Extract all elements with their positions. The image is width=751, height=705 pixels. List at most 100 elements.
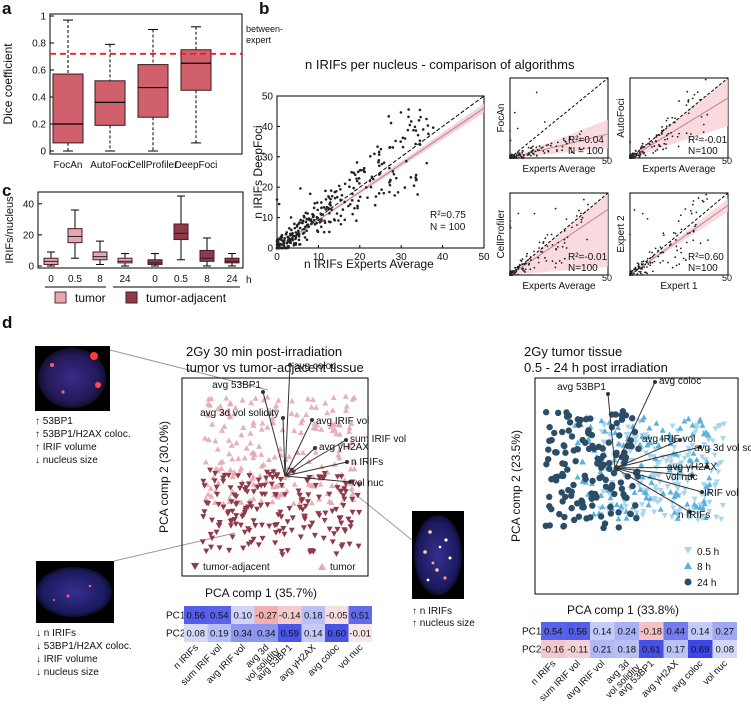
pca-left-point-adjacent [334,474,341,480]
small-scatter-point [521,263,524,265]
pca-right-point-05h [644,487,651,494]
pca-left-point-adjacent [300,525,307,531]
panel-b-point [305,217,309,221]
pca-right-point-24h [617,479,625,486]
pca-right-point-8h [677,468,684,474]
small-scatter-point [542,150,545,152]
small-scatter-point [528,262,531,265]
small-scatter-point [659,246,662,249]
small-scatter-point [654,247,657,250]
small-scatter-point [578,209,580,212]
pca-left-point-adjacent [252,523,259,529]
pca-left-point-tumor [250,473,257,480]
pca-right-point-05h [665,465,672,471]
legend-label-tumor: tumor [75,291,106,305]
small-scatter-xlabel: Experts Average [522,164,596,175]
pca-left-point-tumor [269,498,276,505]
pca-left-point-adjacent [308,548,315,554]
small-scatter-point [702,131,705,134]
pca-right-point-8h [598,492,605,499]
small-scatter-point [512,157,515,159]
small-scatter-point [509,226,512,229]
pca-left-point-adjacent [341,527,348,533]
pca-left-point-adjacent [255,477,262,484]
heatmap-cell [184,624,208,642]
small-scatter-point [694,223,697,226]
panel-b-point [278,242,281,245]
panel-b-point [327,195,330,198]
panel-b-point [407,115,410,119]
panel-b-point [355,161,359,164]
pca-left-point-tumor [314,421,321,428]
panel-a-ytick-label: 0.2 [32,120,46,131]
panel-b-point [377,153,381,156]
small-scatter-point [678,263,681,266]
pca-left-point-tumor [299,449,306,456]
pca-right-point-05h [701,493,708,499]
heatmap-cell-value: 0.17 [667,645,686,656]
small-scatter-point [643,266,646,268]
small-scatter-point [526,252,529,255]
pca-right-point-05h [601,422,608,429]
pca-right-point-8h [645,433,652,440]
panel-b-point [355,219,358,223]
small-scatter-point [666,117,669,120]
pca-right-point-05h [702,457,709,463]
panel-a-frame [49,13,243,155]
small-scatter-point [670,131,672,134]
small-scatter-n: N=100 [568,263,598,274]
small-scatter-point [522,157,525,159]
pca-right-point-24h [565,427,572,434]
pca-left-point-adjacent [235,473,242,479]
pca-left-point-adjacent [233,513,240,519]
panel-c-box [117,257,133,264]
pca-right-point-05h [646,453,653,460]
pca-right-point-24h [552,477,560,484]
panel-b-point [404,159,408,163]
small-scatter-point [517,157,520,159]
panel-b-xlabel: n IRIFs Experts Average [304,257,434,271]
panel-b-point [304,225,307,229]
pca-right-point-24h [556,510,563,518]
small-scatter-point [522,150,524,152]
small-scatter-point [653,145,656,147]
panel-b-ytick-label: 40 [262,122,274,133]
small-scatter-point [701,199,704,202]
pca-left-point-adjacent [295,488,302,495]
pca-left-loading-vector [284,447,316,477]
pca-right-point-05h [671,444,678,451]
pca-left-point-adjacent [321,517,328,524]
pca-right-point-24h [561,513,568,521]
small-scatter-point [565,142,568,145]
small-scatter-point [663,142,666,145]
small-scatter-point [665,119,668,122]
pca-left-point-adjacent [321,470,328,477]
pca-left-point-adjacent [315,494,322,501]
panel-b-point [330,194,334,198]
pca-right-point-24h [607,503,614,511]
small-scatter-point [536,149,539,151]
small-scatter-point [513,272,516,275]
pca-right-point-8h [646,425,653,431]
pca-left-point-adjacent [270,469,277,475]
panel-c-xtick-label: 0 [48,274,54,285]
pca-right-loading-tip [606,392,610,396]
small-scatter-point [704,78,707,81]
pca-left-point-adjacent [263,475,270,482]
pca-left-loading-tip [313,446,317,450]
pca-right-loading-vector [614,381,656,469]
small-scatter-point [556,141,559,144]
pca-right-point-8h [697,416,704,422]
panel-b-point [414,142,417,146]
pca-right-point-8h [615,440,622,447]
panel-c-xtick-label: 0.5 [174,274,188,285]
pca-right-legend-05h: 0.5 h [697,547,719,558]
pca-right-point-8h [674,515,681,521]
panel-a-xtick-label: FocAn [54,160,83,171]
pca-left-point-tumor [228,442,235,448]
pca-right-point-24h [554,409,562,417]
panel-b-point [316,208,319,212]
small-scatter-point [659,145,662,148]
small-scatter-point [639,270,642,273]
small-scatter-point [675,245,678,248]
